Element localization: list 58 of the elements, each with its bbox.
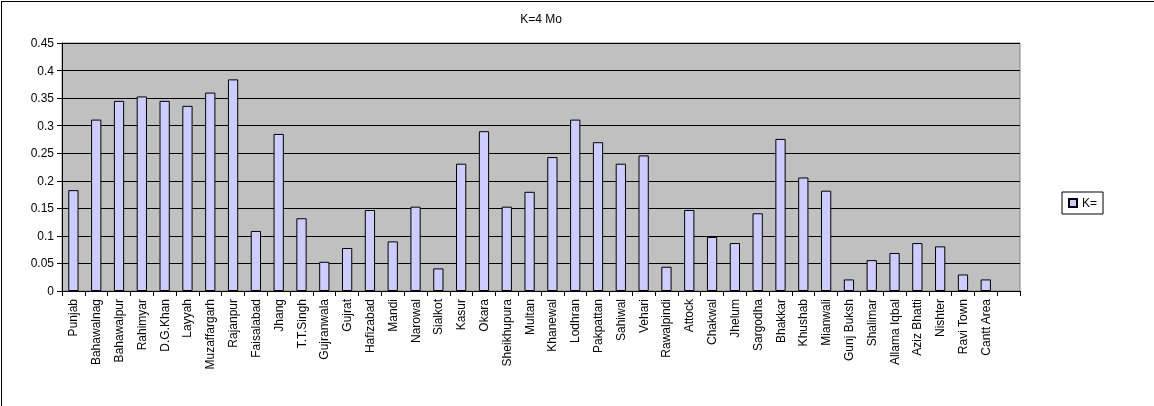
- x-tick-label: Gujranwala: [317, 298, 332, 360]
- y-tick-label: 0.15: [30, 201, 55, 216]
- x-tick-label: Khushab: [796, 298, 811, 347]
- x-tick-label: Jhelum: [727, 299, 742, 338]
- y-tick-label: 0.4: [37, 63, 55, 78]
- x-tick-label: Rajanpur: [226, 299, 241, 348]
- x-tick-label: Narowal: [408, 299, 423, 344]
- x-tick-label: Sahiwal: [613, 299, 628, 342]
- y-tick-label: 0: [47, 284, 55, 298]
- x-tick-label: Pakpattan: [591, 299, 606, 354]
- x-tick-label: Mianwali: [819, 299, 834, 346]
- x-tick-label: Attock: [682, 298, 697, 333]
- y-tick-label: 0.2: [37, 173, 55, 188]
- x-tick-label: Multan: [522, 299, 537, 336]
- x-tick-label: Sargodha: [750, 298, 765, 352]
- x-tick-label: T.T.Singh: [294, 299, 309, 349]
- x-tick-label: Vehari: [636, 299, 651, 334]
- bar: [957, 274, 969, 291]
- x-tick-label: Cantt Area: [978, 298, 993, 356]
- chart-title: K=4 Mo: [520, 12, 563, 26]
- x-tick-label: Chakwal: [705, 299, 720, 346]
- y-tick-label: 0.35: [30, 91, 55, 106]
- x-tick-label: Sheikhupura: [499, 298, 514, 367]
- bar: [661, 266, 672, 291]
- x-tick-label: Kasur: [454, 299, 469, 331]
- x-tick-label: Lodhran: [568, 299, 583, 344]
- x-tick-label: Bahawalnag: [89, 299, 104, 366]
- x-tick-label: Bahawalpur: [112, 299, 127, 363]
- x-tick-label: Nishter: [933, 299, 948, 338]
- x-tick-label: Shalimar: [864, 299, 879, 347]
- x-tick-label: Punjab: [66, 298, 81, 337]
- x-tick-label: Rawalpindi: [659, 299, 674, 358]
- legend-label: K=: [1082, 196, 1098, 210]
- x-tick-label: Khanewal: [545, 299, 560, 352]
- x-tick-label: Rahimyar: [134, 299, 149, 351]
- x-tick-label: Aziz Bhatti: [910, 299, 925, 356]
- y-tick-label: 0.25: [30, 146, 55, 161]
- x-tick-label: Gujrat: [340, 298, 355, 332]
- y-tick-label: 0.45: [30, 36, 55, 50]
- x-tick-label: Bhakkar: [773, 299, 788, 344]
- x-tick-label: Layyah: [180, 299, 195, 338]
- x-tick-label: Allama Iqbal: [887, 299, 902, 366]
- x-tick-label: Mandi: [385, 299, 400, 332]
- bar: [980, 279, 991, 291]
- x-tick-label: Hafizabad: [362, 299, 377, 354]
- x-tick-label: Sialkot: [431, 298, 446, 336]
- x-tick-label: Gunj Buksh: [841, 299, 856, 362]
- bar: [433, 268, 444, 291]
- y-tick-label: 0.3: [37, 118, 55, 133]
- x-tick-label: Muzaffargarh: [203, 299, 218, 370]
- y-tick-label: 0.05: [30, 256, 55, 271]
- y-tick-label: 0.1: [37, 228, 55, 243]
- bar: [843, 279, 855, 291]
- x-tick-label: Jhang: [271, 299, 286, 332]
- x-tick-label: Ravi Town: [955, 299, 970, 355]
- x-tick-label: Faisalabad: [248, 299, 263, 358]
- x-tick-label: Okara: [476, 298, 491, 332]
- x-tick-label: D.G.Khan: [157, 299, 172, 352]
